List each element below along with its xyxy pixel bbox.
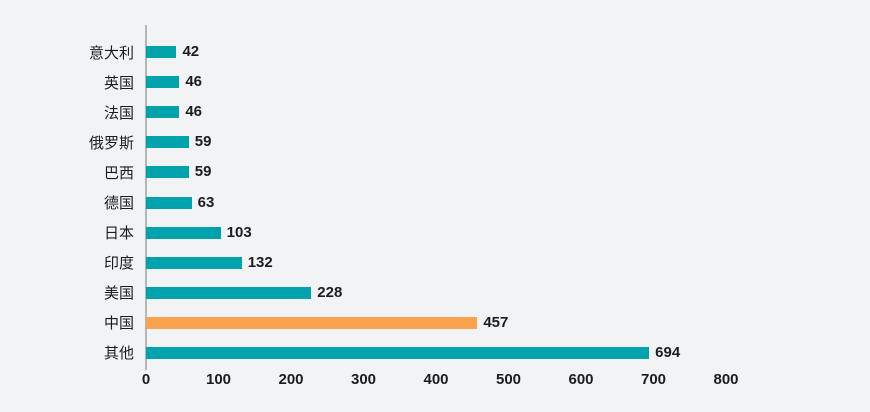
bar — [146, 196, 192, 209]
chart-row: 意大利 42 — [0, 37, 870, 67]
bar — [146, 136, 189, 149]
value-label: 228 — [317, 283, 343, 301]
bar — [146, 76, 180, 89]
category-label: 法国 — [103, 104, 134, 122]
value-label: 132 — [247, 253, 273, 271]
bar — [146, 106, 180, 119]
category-label: 印度 — [103, 255, 134, 273]
category-label: 意大利 — [88, 44, 134, 62]
value-label: 103 — [226, 223, 252, 241]
value-label: 46 — [185, 73, 203, 91]
x-axis: 0 100 200 300 400 500 600 700 800 — [142, 371, 739, 391]
bar-track: 228 — [146, 283, 726, 301]
category-label: 中国 — [103, 315, 134, 333]
chart-row: 其他 694 — [0, 338, 870, 368]
bar — [146, 226, 221, 239]
x-tick-label: 100 — [205, 371, 232, 388]
x-tick-label: 400 — [423, 371, 449, 388]
value-label: 63 — [197, 193, 215, 211]
x-tick-label: 0 — [141, 371, 151, 388]
category-label: 巴西 — [103, 164, 134, 182]
chart-row: 德国 63 — [0, 187, 870, 217]
x-tick-label: 500 — [495, 371, 522, 388]
category-label: 美国 — [103, 285, 134, 303]
bar — [146, 256, 242, 269]
value-label: 694 — [655, 343, 681, 361]
bar-track: 694 — [146, 343, 726, 361]
category-label: 日本 — [103, 225, 134, 243]
category-label: 德国 — [103, 195, 134, 213]
bar-track: 457 — [146, 313, 726, 331]
x-tick-label: 800 — [713, 371, 739, 388]
bar — [146, 346, 650, 359]
bar-highlight — [146, 316, 478, 329]
bar — [146, 286, 312, 299]
bar-track: 103 — [146, 223, 726, 241]
chart-row: 英国 46 — [0, 67, 870, 97]
x-tick-label: 200 — [278, 371, 304, 388]
y-axis-line — [145, 25, 147, 370]
chart-row: 印度 132 — [0, 248, 870, 278]
bar-track: 42 — [146, 43, 726, 61]
bar — [146, 46, 177, 59]
x-tick-label: 700 — [640, 371, 667, 388]
chart-rows: 意大利 42 英国 46 法国 46 俄罗斯 59 巴西 59 德国 63 日本 103 印度 132 美国 22… — [0, 37, 870, 368]
chart-row: 日本 103 — [0, 218, 870, 248]
category-label: 其他 — [103, 345, 134, 363]
chart-row: 中国 457 — [0, 308, 870, 338]
chart-row: 法国 46 — [0, 97, 870, 127]
bar-track: 46 — [146, 103, 726, 121]
bar — [146, 166, 189, 179]
chart-row: 美国 228 — [0, 278, 870, 308]
value-label: 59 — [194, 163, 212, 181]
value-label: 457 — [483, 313, 509, 331]
x-tick-label: 600 — [568, 371, 594, 388]
chart-row: 巴西 59 — [0, 157, 870, 187]
x-tick-label: 300 — [350, 371, 377, 388]
chart-row: 俄罗斯 59 — [0, 127, 870, 157]
bar-track: 63 — [146, 193, 726, 211]
bar-track: 132 — [146, 253, 726, 271]
category-label: 英国 — [103, 74, 134, 92]
bar-track: 59 — [146, 133, 726, 151]
bar-track: 46 — [146, 73, 726, 91]
bar-track: 59 — [146, 163, 726, 181]
value-label: 59 — [194, 133, 212, 151]
category-label: 俄罗斯 — [88, 134, 134, 152]
value-label: 46 — [185, 103, 203, 121]
value-label: 42 — [182, 43, 200, 61]
